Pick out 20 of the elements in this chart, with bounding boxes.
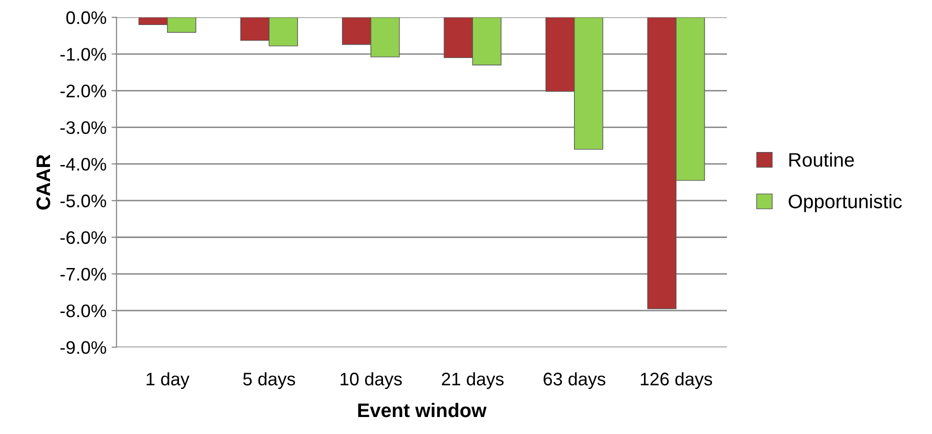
x-tick-label: 21 days bbox=[442, 372, 504, 390]
y-tick-label: -9.0% bbox=[60, 341, 106, 354]
y-tick-label: -3.0% bbox=[60, 121, 106, 134]
y-tick-label: -1.0% bbox=[60, 48, 106, 61]
x-axis-title: Event window bbox=[358, 402, 487, 418]
y-tick-label: -8.0% bbox=[60, 304, 106, 318]
x-tick-label: 5 days bbox=[243, 372, 296, 390]
x-tick-label: 10 days bbox=[340, 372, 402, 390]
legend-label: Routine bbox=[789, 152, 854, 167]
x-tick-label: 1 day bbox=[146, 372, 190, 390]
legend-label: Opportunistic bbox=[788, 194, 902, 212]
y-axis-title: CAAR bbox=[36, 154, 50, 210]
y-tick-label: 0.0% bbox=[66, 11, 106, 24]
x-tick-label: 63 days bbox=[544, 372, 606, 390]
y-tick-label: -5.0% bbox=[60, 194, 106, 208]
y-tick-label: -6.0% bbox=[60, 231, 106, 244]
y-tick-label: -2.0% bbox=[60, 84, 106, 98]
y-tick-label: -4.0% bbox=[60, 158, 106, 171]
y-tick-label: -7.0% bbox=[60, 268, 106, 281]
x-tick-label: 126 days bbox=[640, 372, 712, 390]
